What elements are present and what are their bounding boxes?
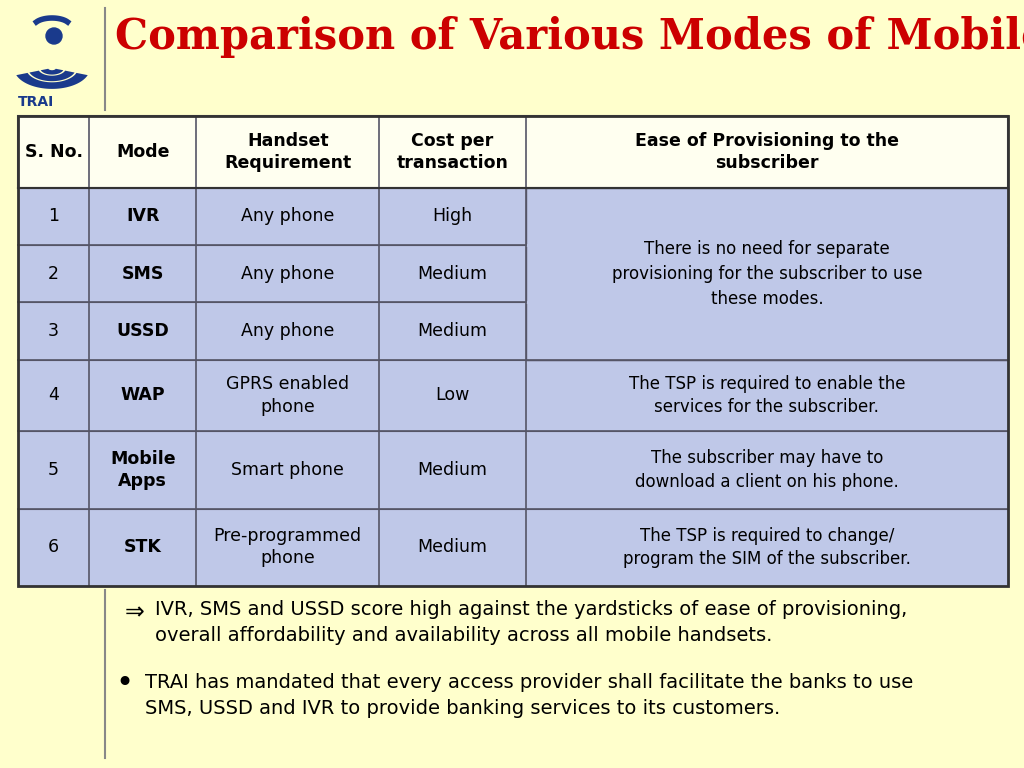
Text: Medium: Medium [418,322,487,340]
Text: Medium: Medium [418,461,487,479]
Text: Mobile
Apps: Mobile Apps [110,450,175,490]
Text: Low: Low [435,386,470,405]
Text: IVR: IVR [126,207,160,225]
Text: ⇒: ⇒ [125,600,144,624]
Text: WAP: WAP [121,386,165,405]
Text: Any phone: Any phone [241,265,335,283]
Text: Mode: Mode [116,143,170,161]
Text: 5: 5 [48,461,59,479]
Text: Comparison of Various Modes of Mobile Banking: Comparison of Various Modes of Mobile Ba… [115,16,1024,58]
Text: TRAI has mandated that every access provider shall facilitate the banks to use: TRAI has mandated that every access prov… [145,673,913,692]
Text: S. No.: S. No. [25,143,83,161]
Text: Handset
Requirement: Handset Requirement [224,132,351,172]
Polygon shape [41,69,63,74]
Bar [18,187,1008,245]
Text: The TSP is required to enable the
services for the subscriber.: The TSP is required to enable the servic… [629,375,905,416]
Bar [18,359,1008,432]
Text: USSD: USSD [117,322,169,340]
Text: There is no need for separate
provisioning for the subscriber to use
these modes: There is no need for separate provisioni… [611,240,923,308]
Text: Medium: Medium [418,265,487,283]
Text: Cost per
transaction: Cost per transaction [396,132,509,172]
Bar [18,508,1008,586]
Bar [18,432,1008,508]
Text: 2: 2 [48,265,59,283]
Text: Smart phone: Smart phone [231,461,344,479]
Text: IVR, SMS and USSD score high against the yardsticks of ease of provisioning,: IVR, SMS and USSD score high against the… [155,600,907,619]
Text: GPRS enabled
phone: GPRS enabled phone [226,376,349,415]
Text: •: • [115,669,133,698]
Text: Any phone: Any phone [241,207,335,225]
Text: overall affordability and availability across all mobile handsets.: overall affordability and availability a… [155,626,772,645]
Text: 3: 3 [48,322,59,340]
Text: 1: 1 [48,207,59,225]
Text: Medium: Medium [418,538,487,556]
Polygon shape [16,73,88,89]
Text: SMS, USSD and IVR to provide banking services to its customers.: SMS, USSD and IVR to provide banking ser… [145,699,780,718]
Text: Any phone: Any phone [241,322,335,340]
Text: STK: STK [124,538,162,556]
Circle shape [46,28,62,44]
Bar [18,116,1008,586]
Text: Pre-programmed
phone: Pre-programmed phone [214,527,361,568]
Text: Ease of Provisioning to the
subscriber: Ease of Provisioning to the subscriber [635,132,899,172]
Polygon shape [30,71,75,81]
Text: The TSP is required to change/
program the SIM of the subscriber.: The TSP is required to change/ program t… [623,527,911,568]
Text: The subscriber may have to
download a client on his phone.: The subscriber may have to download a cl… [635,449,899,491]
Bar [18,303,1008,359]
Text: TRAI: TRAI [18,95,54,109]
Text: SMS: SMS [122,265,164,283]
Text: High: High [432,207,473,225]
Text: 4: 4 [48,386,59,405]
Bar [18,116,1008,187]
Bar [526,187,1008,359]
Text: 6: 6 [48,538,59,556]
Bar [18,245,1008,303]
